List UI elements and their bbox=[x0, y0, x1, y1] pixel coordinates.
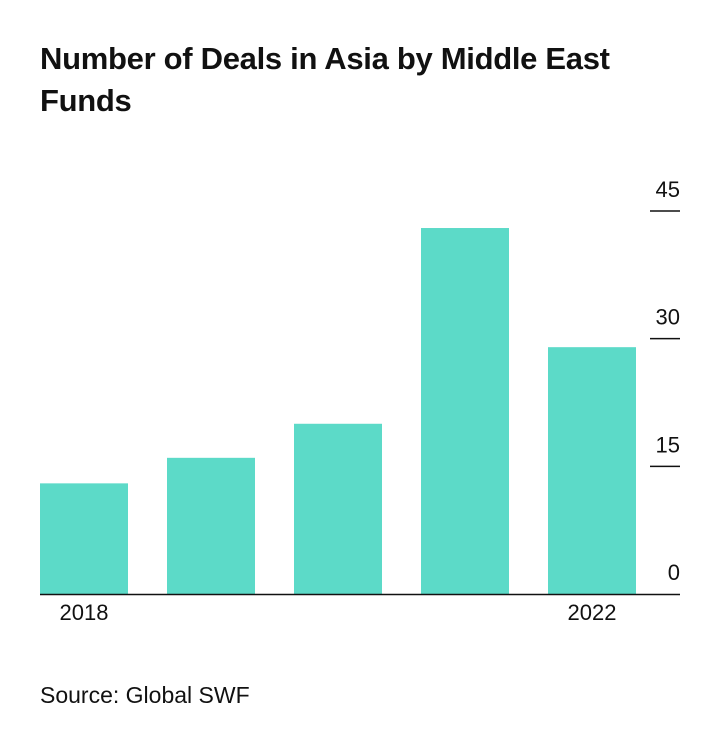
bar-2021 bbox=[421, 228, 509, 594]
bar-2019 bbox=[167, 457, 255, 594]
bar-2018 bbox=[40, 483, 128, 594]
y-tick-label-15: 15 bbox=[656, 432, 680, 457]
chart-title: Number of Deals in Asia by Middle East F… bbox=[40, 41, 610, 118]
bars-group bbox=[40, 228, 636, 594]
source-note: Source: Global SWF bbox=[40, 682, 250, 708]
x-tick-label-2022: 2022 bbox=[568, 600, 617, 625]
bar-2020 bbox=[294, 423, 382, 594]
y-tick-label-45: 45 bbox=[656, 177, 680, 202]
x-tick-label-2018: 2018 bbox=[60, 600, 109, 625]
y-tick-label-0: 0 bbox=[668, 560, 680, 585]
y-tick-label-30: 30 bbox=[656, 305, 680, 330]
x-axis: 2018 2022 bbox=[40, 593, 680, 625]
y-axis: 0 15 30 45 bbox=[650, 177, 680, 585]
bar-2022 bbox=[548, 347, 636, 594]
